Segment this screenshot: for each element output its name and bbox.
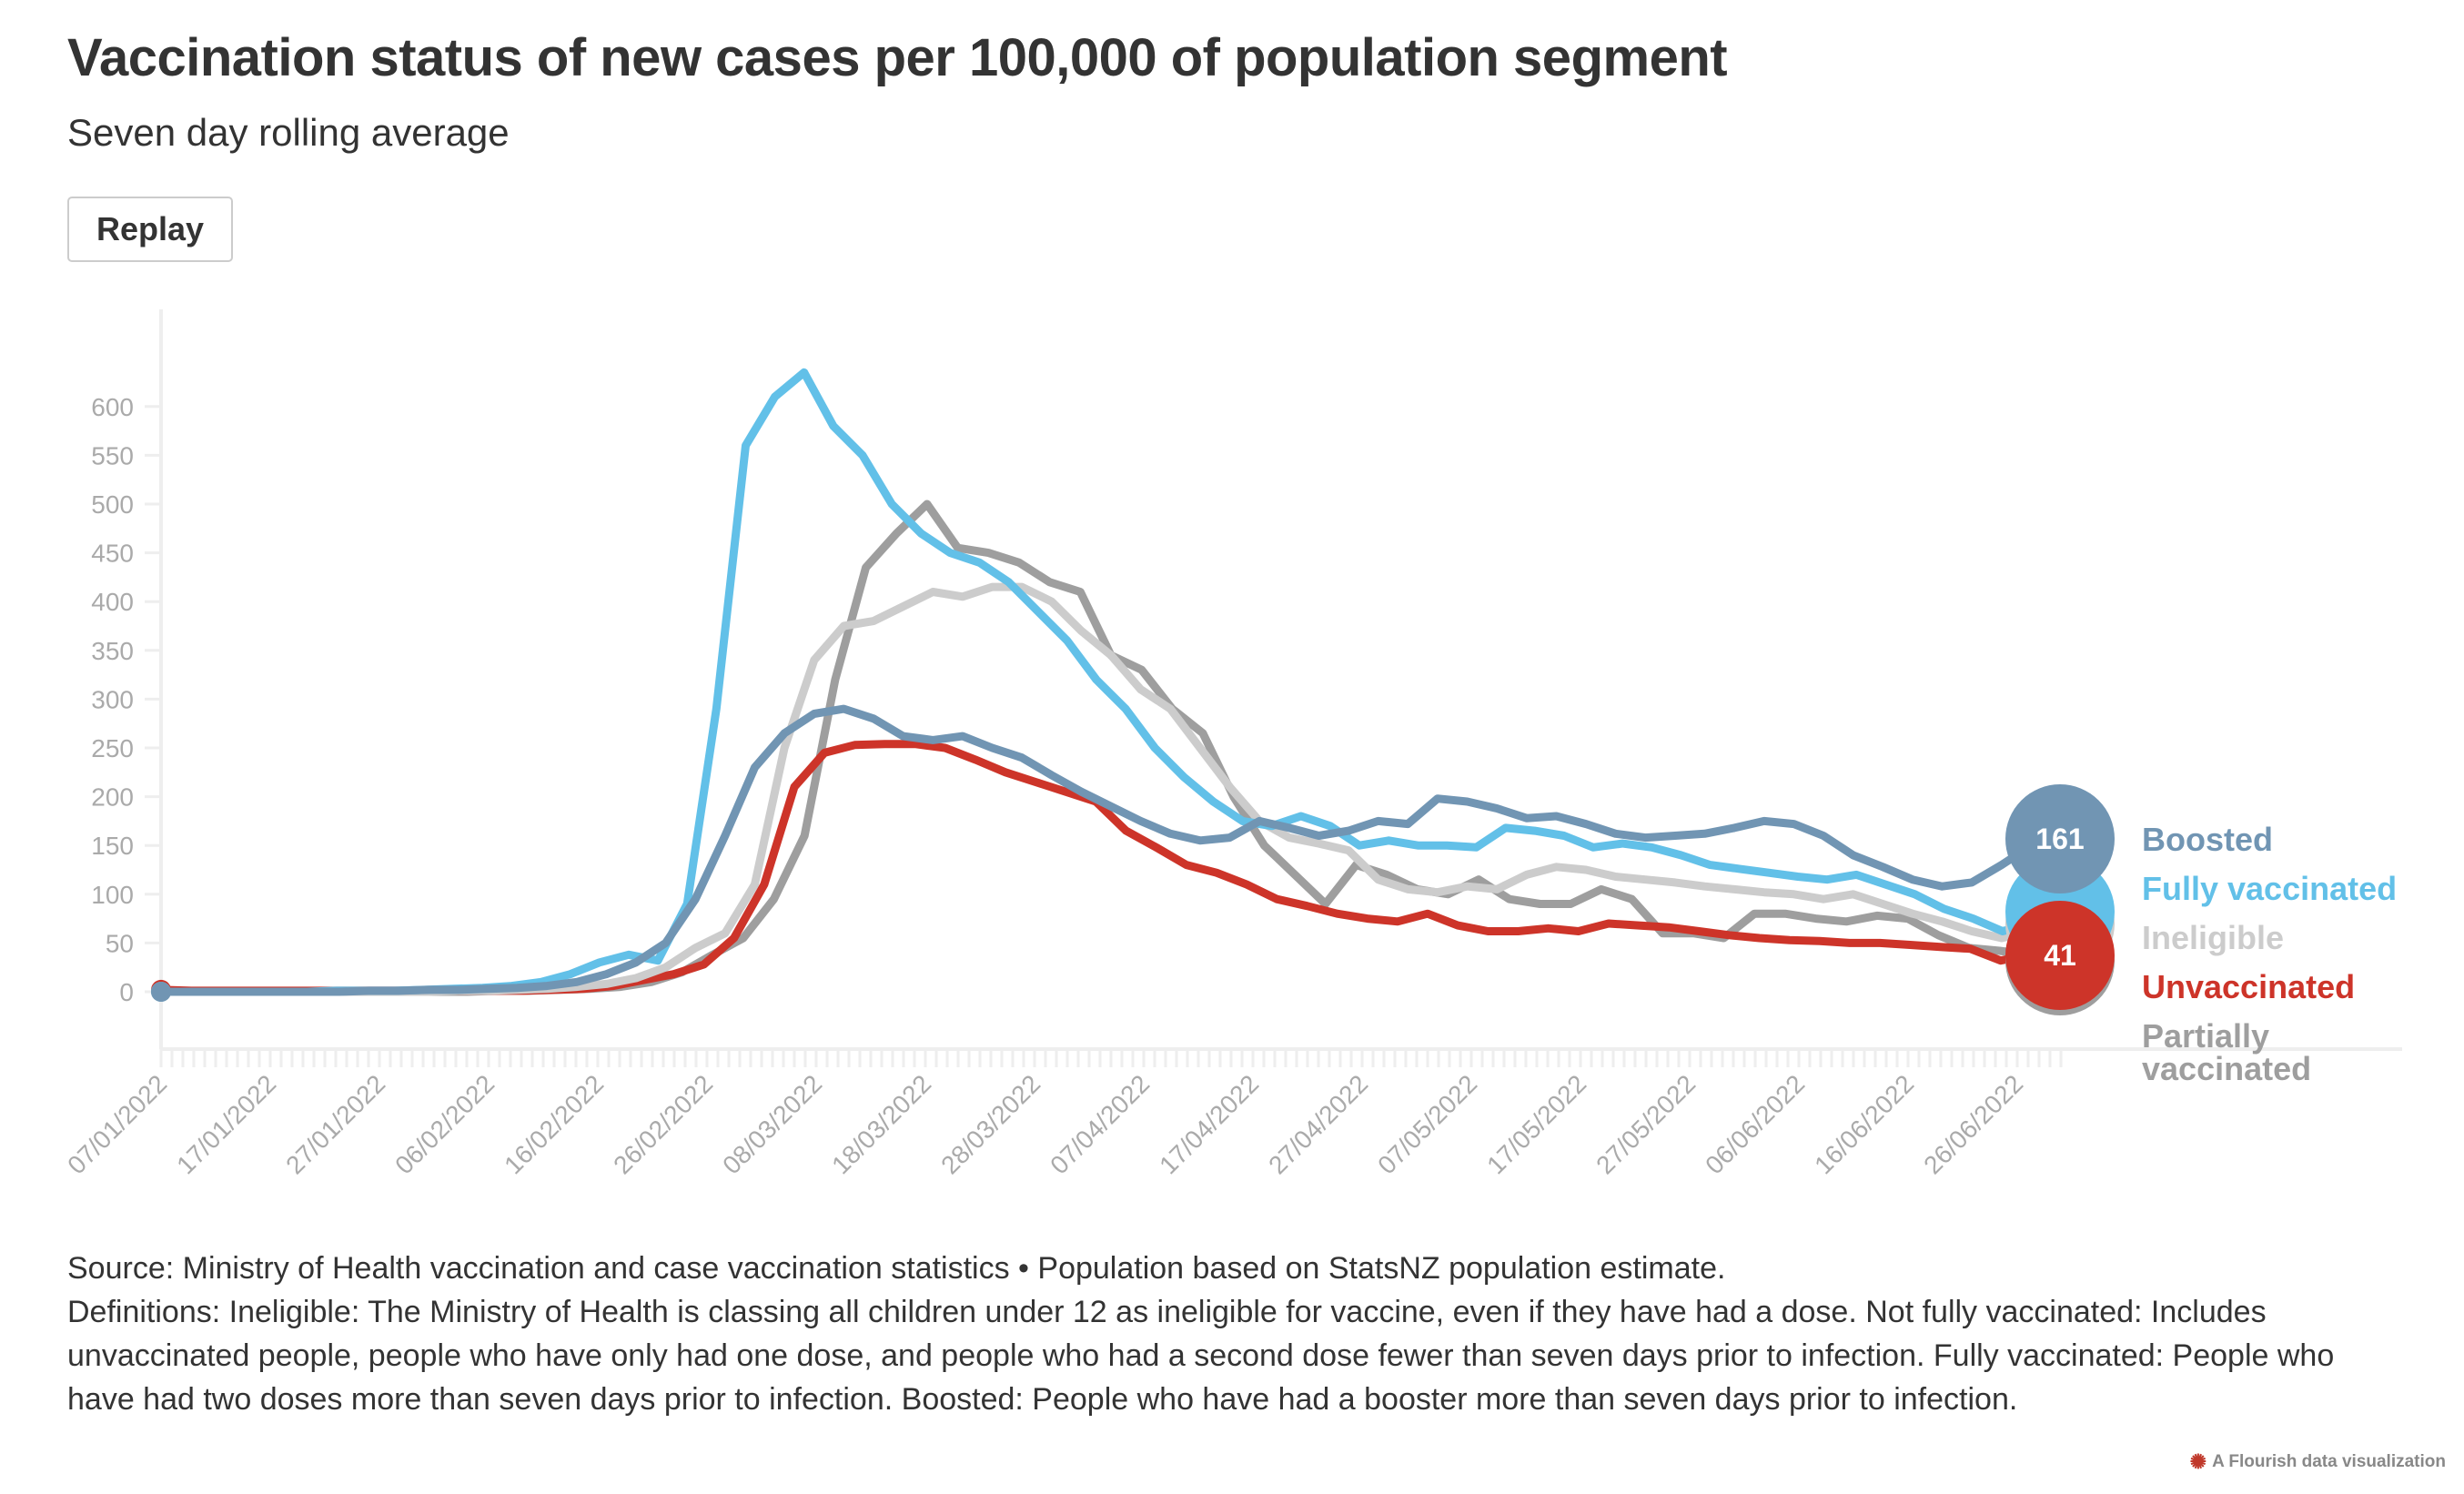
x-tick-label: 16/02/2022 bbox=[499, 1069, 609, 1179]
y-tick-label: 450 bbox=[91, 540, 134, 568]
chart-title: Vaccination status of new cases per 100,… bbox=[67, 28, 1728, 87]
x-tick-label: 17/01/2022 bbox=[171, 1069, 281, 1179]
x-tick-label: 06/06/2022 bbox=[1700, 1069, 1810, 1179]
y-tick-label: 0 bbox=[119, 978, 134, 1006]
y-tick-label: 50 bbox=[106, 929, 134, 957]
series-line-unvaccinated bbox=[157, 740, 2065, 995]
credit-label: A Flourish data visualization bbox=[2212, 1452, 2446, 1471]
chart-legend: Boosted Fully vaccinated Ineligible Unvacci… bbox=[2142, 821, 2397, 1087]
x-tick-label: 26/06/2022 bbox=[1918, 1069, 2028, 1179]
chart-subtitle: Seven day rolling average bbox=[67, 111, 510, 154]
x-tick-label: 27/05/2022 bbox=[1590, 1069, 1701, 1179]
chart-axes: 0 50 100 150 200 250 300 350 400 450 500 550 600 07/0… bbox=[62, 309, 2402, 1179]
y-tick-label: 250 bbox=[91, 734, 134, 762]
x-tick-label: 27/04/2022 bbox=[1263, 1069, 1373, 1179]
series-line-fully-vaccinated bbox=[157, 368, 2065, 996]
source-note: Source: Ministry of Health vaccination a… bbox=[67, 1251, 1726, 1286]
x-tick-label: 08/03/2022 bbox=[717, 1069, 827, 1179]
y-tick-label: 500 bbox=[91, 490, 134, 519]
line-chart: 0 50 100 150 200 250 300 350 400 450 500 550 600 07/0… bbox=[62, 309, 2402, 1179]
replay-button[interactable]: Replay bbox=[67, 197, 233, 262]
y-tick-label: 150 bbox=[91, 832, 134, 860]
end-value-label: 161 bbox=[2035, 823, 2084, 855]
end-bubble-boosted bbox=[2005, 784, 2115, 893]
x-tick-label: 28/03/2022 bbox=[935, 1069, 1045, 1179]
legend-item-partially-vaccinated: Partially vaccinated bbox=[2142, 1017, 2311, 1087]
legend-item-fully-vaccinated: Fully vaccinated bbox=[2142, 870, 2397, 907]
legend-item-ineligible: Ineligible bbox=[2142, 919, 2284, 956]
y-tick-label: 200 bbox=[91, 783, 134, 812]
series-line-boosted bbox=[157, 704, 2065, 996]
series-line-partially-vaccinated bbox=[157, 500, 2065, 996]
chart-footer: Source: Ministry of Health vaccination a… bbox=[67, 1247, 2406, 1421]
x-tick-label: 27/01/2022 bbox=[280, 1069, 390, 1179]
x-tick-label: 26/02/2022 bbox=[608, 1069, 718, 1179]
series-start-dot bbox=[151, 982, 171, 1002]
y-tick-label: 350 bbox=[91, 637, 134, 665]
definitions-note: Definitions: Ineligible: The Ministry of… bbox=[67, 1295, 2335, 1417]
x-tick-label: 18/03/2022 bbox=[826, 1069, 936, 1179]
chart-lines bbox=[151, 368, 2065, 1002]
legend-item-boosted: Boosted bbox=[2142, 821, 2273, 858]
x-tick-label: 16/06/2022 bbox=[1809, 1069, 1919, 1179]
x-tick-label: 17/04/2022 bbox=[1154, 1069, 1264, 1179]
flourish-credit[interactable]: ✺ A Flourish data visualization bbox=[2190, 1452, 2446, 1472]
end-value-label: 41 bbox=[2044, 939, 2076, 972]
flourish-logo-icon: ✺ bbox=[2189, 1450, 2207, 1473]
legend-item-unvaccinated: Unvaccinated bbox=[2142, 968, 2355, 1005]
x-tick-label: 07/05/2022 bbox=[1372, 1069, 1482, 1179]
y-tick-label: 300 bbox=[91, 685, 134, 713]
y-tick-label: 400 bbox=[91, 588, 134, 616]
x-tick-label: 17/05/2022 bbox=[1481, 1069, 1591, 1179]
x-tick-label: 06/02/2022 bbox=[389, 1069, 500, 1179]
y-tick-label: 600 bbox=[91, 393, 134, 421]
end-bubble-unvaccinated bbox=[2005, 901, 2115, 1010]
end-value-bubbles: 41 161 bbox=[2005, 784, 2115, 1015]
x-tick-label: 07/01/2022 bbox=[62, 1069, 172, 1179]
y-tick-label: 100 bbox=[91, 881, 134, 909]
x-tick-label: 07/04/2022 bbox=[1045, 1069, 1155, 1179]
y-tick-label: 550 bbox=[91, 441, 134, 469]
